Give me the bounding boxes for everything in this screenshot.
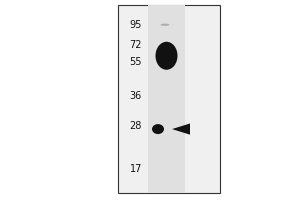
Ellipse shape [152, 124, 164, 134]
Ellipse shape [155, 42, 178, 70]
Text: 55: 55 [130, 57, 142, 67]
Text: 36: 36 [130, 91, 142, 101]
Text: 17: 17 [130, 164, 142, 174]
Bar [148, 5, 185, 193]
Text: 72: 72 [130, 40, 142, 50]
Text: 28: 28 [130, 121, 142, 131]
Polygon shape [172, 123, 190, 135]
Text: 293: 293 [155, 0, 178, 3]
Ellipse shape [160, 24, 169, 26]
Text: 95: 95 [130, 20, 142, 30]
Bar [118, 5, 220, 193]
